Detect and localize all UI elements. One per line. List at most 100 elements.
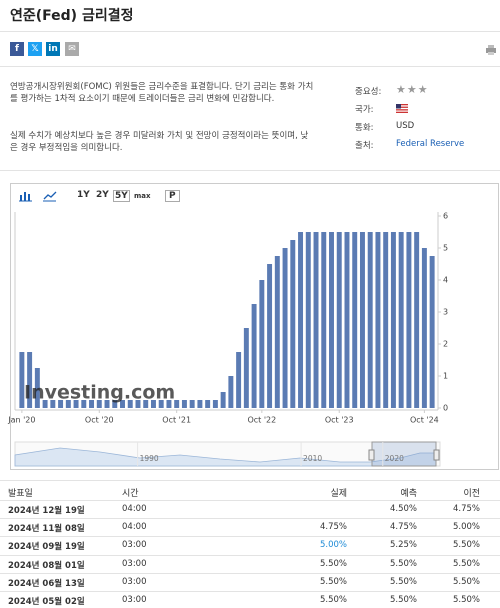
table-cell: 5.50%: [452, 576, 480, 587]
bar: [174, 400, 180, 408]
bar: [259, 280, 265, 408]
navigator-selection: [371, 441, 437, 467]
bar: [27, 352, 33, 408]
bar: [127, 400, 133, 408]
table-cell: 5.50%: [389, 576, 417, 587]
x-tick-label: Oct '24: [410, 416, 439, 425]
table-cell: 5.50%: [389, 595, 417, 605]
linkedin-share[interactable]: in: [46, 42, 60, 56]
watermark: Investing.com: [24, 382, 175, 404]
range-button[interactable]: max: [134, 192, 151, 200]
star: ★: [396, 83, 407, 96]
bar: [104, 400, 110, 408]
currency: USD: [396, 121, 415, 131]
bar: [282, 248, 288, 408]
mail-share[interactable]: ✉: [65, 42, 79, 56]
navigator-handle[interactable]: [368, 449, 375, 461]
bar: [212, 400, 218, 408]
bar: [81, 400, 87, 408]
column-header: 예측: [400, 489, 417, 499]
row-divider: [0, 554, 500, 556]
bar: [398, 232, 404, 408]
us-flag: [396, 104, 408, 113]
table-cell: 2024년 11월 08일: [8, 524, 85, 535]
y-tick-label: 5: [443, 244, 448, 253]
table-cell: 5.00%: [319, 540, 347, 551]
x-tick-label: Oct '22: [247, 416, 276, 425]
column-header: 실제: [330, 489, 347, 499]
bar: [42, 400, 48, 408]
divider: [0, 480, 500, 481]
column-header: 발표일: [8, 489, 33, 499]
bar: [112, 400, 118, 408]
facebook-share[interactable]: f: [10, 42, 24, 56]
y-tick-label: 0: [443, 404, 448, 413]
bar: [220, 392, 226, 408]
column-header: 시간: [122, 489, 139, 499]
star: ★: [417, 83, 429, 96]
bar: [96, 400, 102, 408]
bar: [375, 232, 381, 408]
row-divider: [0, 572, 500, 574]
source-link[interactable]: Federal Reserve: [396, 139, 465, 149]
star: ★: [406, 83, 418, 96]
bar: [429, 256, 435, 408]
bar: [305, 232, 311, 408]
bar: [274, 256, 280, 408]
range-button[interactable]: 2Y: [96, 190, 109, 200]
p-button[interactable]: P: [165, 190, 180, 202]
table-cell: 04:00: [122, 522, 147, 533]
bar: [89, 400, 95, 408]
bar: [352, 232, 358, 408]
x-tick-label: Oct '23: [325, 416, 354, 425]
table-cell: 2024년 08월 01일: [8, 560, 85, 571]
y-tick-label: 6: [443, 212, 448, 221]
table-cell: 4.75%: [319, 522, 347, 533]
y-tick-label: 4: [443, 276, 448, 285]
chart-container: [10, 183, 499, 470]
row-divider: [0, 536, 500, 538]
table-cell: 03:00: [122, 595, 147, 605]
table-cell: 03:00: [122, 540, 147, 551]
range-button[interactable]: 1Y: [77, 190, 90, 200]
bar: [135, 400, 141, 408]
bar: [65, 400, 71, 408]
line-chart-toggle[interactable]: [43, 190, 57, 202]
bar: [298, 232, 304, 408]
table-cell: 5.50%: [389, 558, 417, 569]
bar: [406, 232, 412, 408]
bar: [236, 352, 242, 408]
info-label: 통화:: [355, 123, 374, 133]
table-cell: 5.50%: [319, 576, 347, 587]
table-cell: 5.50%: [452, 558, 480, 569]
bar: [421, 248, 427, 408]
row-divider: [0, 518, 500, 520]
bar: [181, 400, 187, 408]
print-icon[interactable]: [485, 44, 497, 56]
bar: [359, 232, 365, 408]
page-title: 연준(Fed) 금리결정: [10, 8, 134, 24]
table-cell: 5.50%: [319, 595, 347, 605]
divider: [0, 170, 500, 171]
table-cell: 5.00%: [452, 522, 480, 533]
table-cell: 4.75%: [389, 522, 417, 533]
range-button[interactable]: 5Y: [113, 190, 130, 202]
bar: [197, 400, 203, 408]
bar: [414, 232, 420, 408]
y-tick-label: 1: [443, 372, 448, 381]
column-header: 이전: [463, 489, 480, 499]
bar: [321, 232, 327, 408]
bar-chart-toggle[interactable]: [19, 190, 33, 202]
bar: [290, 240, 296, 408]
description: 연방공개시장위원회(FOMC) 위원들은 금리수준을 표결합니다. 단기 금리는…: [10, 82, 314, 104]
twitter-share[interactable]: 𝕏: [28, 42, 42, 56]
table-cell: 2024년 12월 19일: [8, 506, 85, 516]
bar: [58, 400, 64, 408]
x-tick-label: Oct '20: [85, 416, 114, 425]
bar: [34, 368, 40, 408]
x-tick-label: Jan '20: [7, 416, 35, 425]
bar: [166, 400, 172, 408]
bar: [367, 232, 373, 408]
table-cell: 5.50%: [452, 540, 480, 551]
navigator-handle[interactable]: [433, 449, 440, 461]
